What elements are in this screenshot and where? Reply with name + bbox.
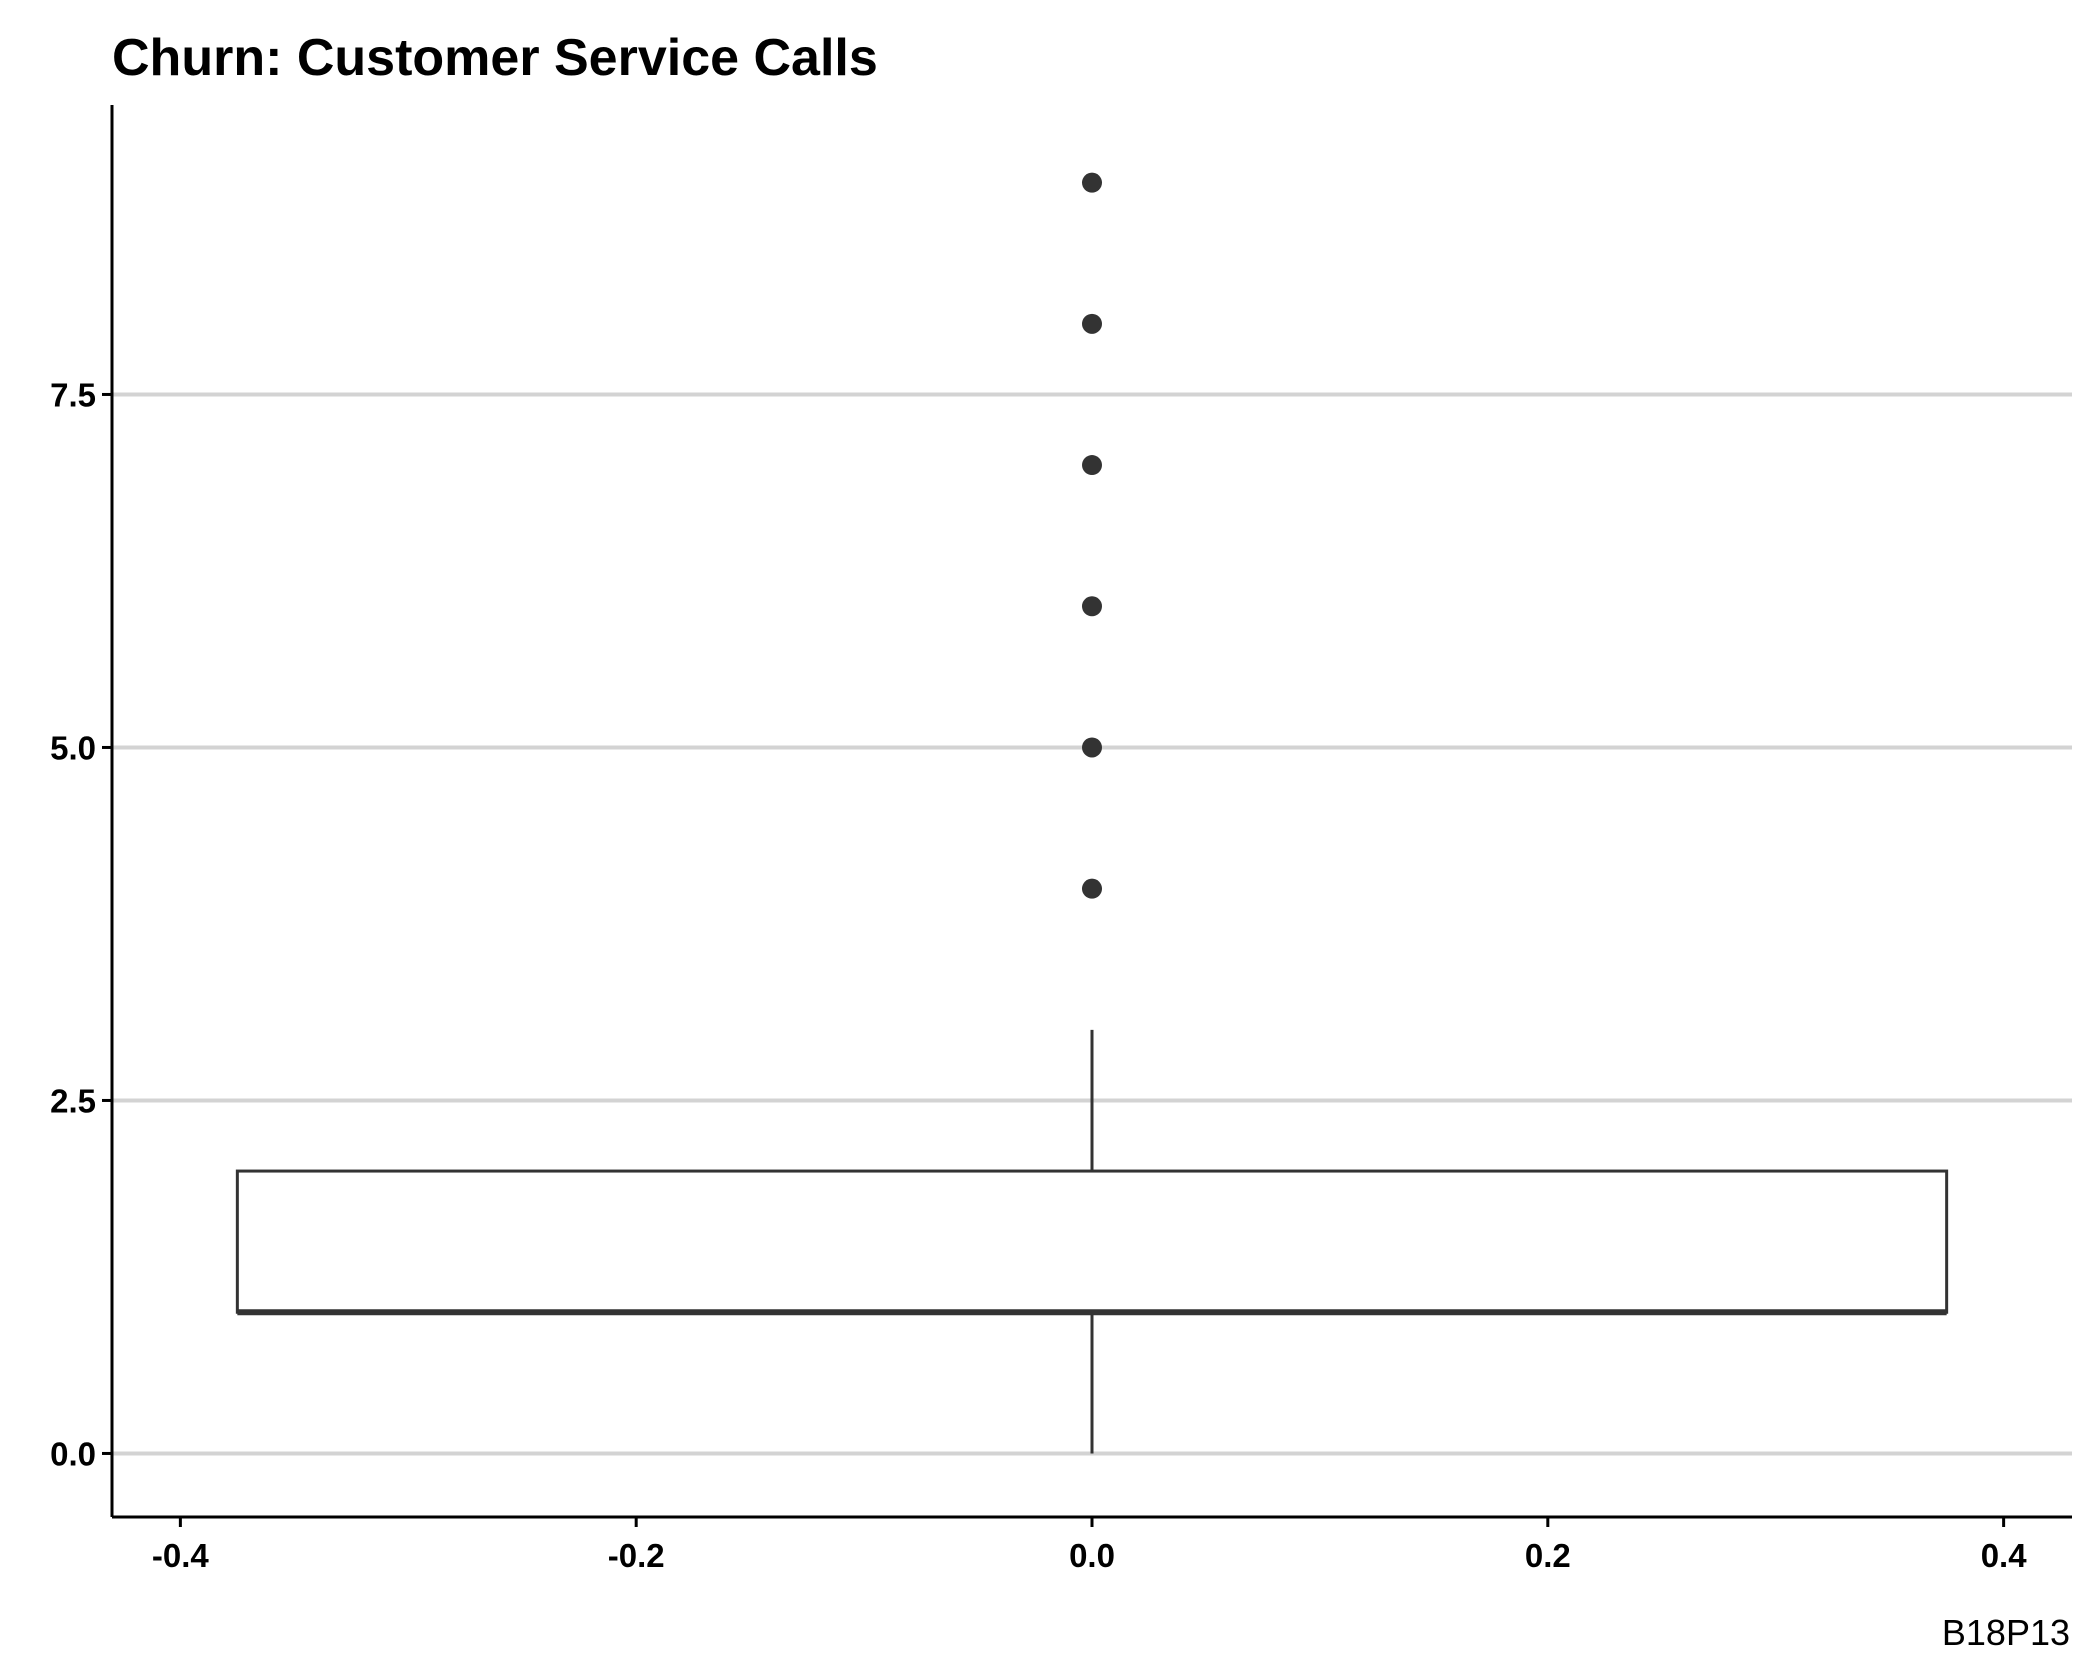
x-tick-label-0: -0.4	[152, 1537, 210, 1574]
outlier-point-3	[1082, 455, 1102, 476]
x-tick-label-3: 0.2	[1525, 1537, 1571, 1574]
plot-area	[235, 172, 1949, 1454]
outlier-point-2	[1082, 596, 1102, 617]
outlier-point-1	[1082, 737, 1102, 758]
iqr-box	[235, 1169, 1949, 1314]
y-tick-label-1: 2.5	[50, 1082, 96, 1119]
x-tick-label-2: 0.0	[1069, 1537, 1115, 1574]
x-tick-label-1: -0.2	[608, 1537, 665, 1574]
y-tick-label-2: 5.0	[50, 729, 96, 766]
outlier-point-4	[1082, 313, 1102, 334]
y-tick-label-3: 7.5	[50, 376, 96, 413]
chart-title: Churn: Customer Service Calls	[112, 29, 878, 87]
y-tick-label-0: 0.0	[50, 1435, 96, 1472]
outlier-point-5	[1082, 172, 1102, 193]
axes: 0.0 2.5 5.0 7.5 -0.4 -0.2 0.0 0.2 0.4	[50, 105, 2072, 1574]
outlier-point-0	[1082, 878, 1102, 899]
x-tick-label-4: 0.4	[1981, 1537, 2028, 1574]
chart-caption: B18P13	[1942, 1612, 2070, 1653]
